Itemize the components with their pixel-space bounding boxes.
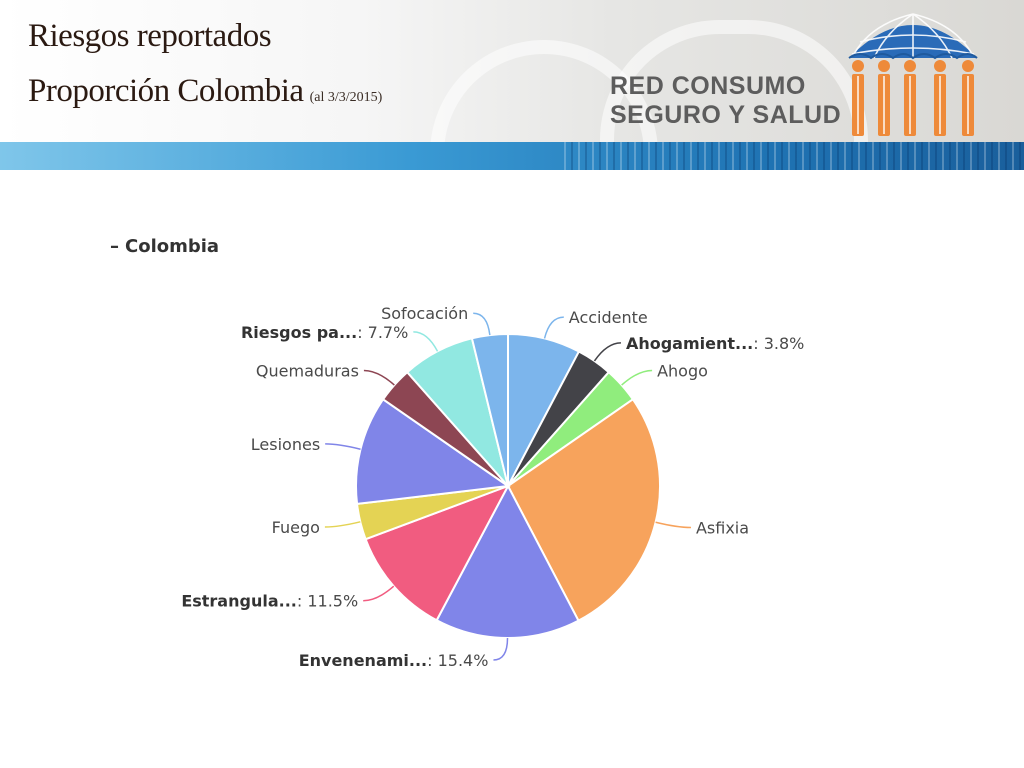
label-connector bbox=[473, 312, 491, 336]
slide-title: Riesgos reportados bbox=[28, 18, 272, 54]
label-connector bbox=[363, 369, 395, 386]
pie-slice-lesiones[interactable] bbox=[355, 397, 511, 506]
label-connector bbox=[621, 369, 653, 386]
label-connectors bbox=[324, 312, 691, 661]
pie-slices bbox=[355, 332, 661, 639]
header-banner: Riesgos reportados Proporción Colombia (a… bbox=[0, 0, 1024, 142]
date-note: (al 3/3/2015) bbox=[309, 90, 383, 105]
label-connector bbox=[325, 443, 361, 450]
slice-label-lesiones: Lesiones bbox=[251, 435, 320, 454]
series-legend-item[interactable]: – Colombia bbox=[110, 236, 219, 257]
label-connector bbox=[655, 521, 691, 529]
brand-line-2: SEGURO Y SALUD bbox=[610, 101, 842, 129]
slice-label-ahogamient: Ahogamient...: 3.8% bbox=[626, 334, 804, 353]
umbrella-logo-icon bbox=[848, 13, 978, 136]
header-stripe bbox=[0, 142, 1024, 170]
label-connector bbox=[493, 637, 509, 661]
slice-label-envenenami: Envenenami...: 15.4% bbox=[299, 651, 489, 670]
slice-label-quemaduras: Quemaduras bbox=[256, 361, 359, 380]
slice-label-asfixia: Asfixia bbox=[696, 519, 749, 538]
slide-subtitle: Proporción Colombia (al 3/3/2015) bbox=[28, 73, 382, 110]
slice-label-ahogo: Ahogo bbox=[657, 361, 708, 380]
header-stripe-pattern bbox=[564, 142, 1024, 170]
label-connector bbox=[543, 316, 564, 339]
brand-name: RED CONSUMO SEGURO Y SALUD bbox=[610, 72, 841, 130]
slice-label-fuego: Fuego bbox=[272, 518, 320, 537]
slice-label-estrangula: Estrangula...: 11.5% bbox=[181, 592, 358, 611]
label-connector bbox=[324, 521, 361, 528]
slice-label-sofocacion: Sofocación bbox=[381, 304, 468, 323]
label-connector bbox=[593, 342, 621, 362]
slice-label-accidente: Accidente bbox=[569, 308, 648, 327]
subtitle-text: Proporción Colombia bbox=[28, 73, 304, 109]
brand-line-1: RED CONSUMO bbox=[610, 72, 806, 100]
label-connector bbox=[363, 585, 395, 602]
label-connector bbox=[413, 331, 439, 352]
series-name-label: Colombia bbox=[125, 236, 219, 257]
pie-chart: – Colombia Accidente Ahogamient...: 3.8% Ah… bbox=[110, 236, 804, 670]
pie-slice-estrangula[interactable] bbox=[364, 484, 511, 622]
pie-slice-envenenami[interactable] bbox=[435, 483, 580, 639]
slice-labels: Accidente Ahogamient...: 3.8% Ahogo Asfixia… bbox=[181, 304, 804, 670]
svg-text:–Colombia: – Colombia bbox=[110, 236, 219, 257]
pie-slice-sofocacion[interactable] bbox=[470, 332, 509, 487]
slice-label-riesgos-pa: Riesgos pa...: 7.7% bbox=[241, 323, 408, 342]
legend-toggle-symbol: – bbox=[110, 236, 119, 257]
